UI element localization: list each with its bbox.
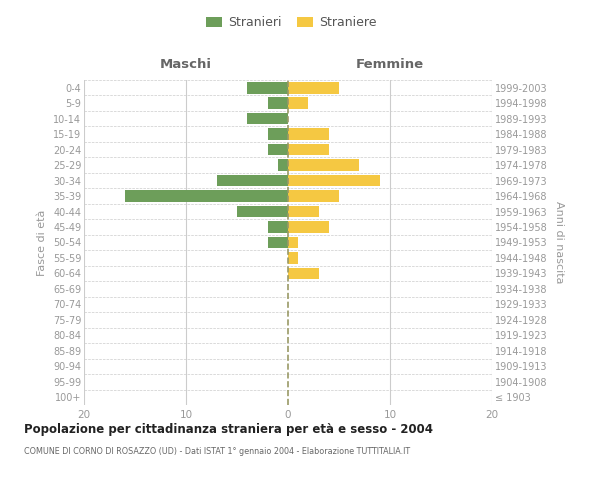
Legend: Stranieri, Straniere: Stranieri, Straniere: [203, 14, 379, 32]
Bar: [268, 98, 288, 109]
Bar: [268, 221, 288, 233]
Y-axis label: Fasce di età: Fasce di età: [37, 210, 47, 276]
Bar: [278, 160, 288, 171]
Bar: [288, 206, 319, 218]
Bar: [268, 128, 288, 140]
Bar: [288, 252, 298, 264]
Text: Popolazione per cittadinanza straniera per età e sesso - 2004: Popolazione per cittadinanza straniera p…: [24, 422, 433, 436]
Bar: [237, 206, 288, 218]
Bar: [288, 82, 339, 94]
Bar: [288, 190, 339, 202]
Bar: [247, 82, 288, 94]
Bar: [247, 113, 288, 124]
Bar: [268, 144, 288, 156]
Bar: [288, 268, 319, 280]
Text: Femmine: Femmine: [356, 58, 424, 70]
Bar: [268, 236, 288, 248]
Text: COMUNE DI CORNO DI ROSAZZO (UD) - Dati ISTAT 1° gennaio 2004 - Elaborazione TUTT: COMUNE DI CORNO DI ROSAZZO (UD) - Dati I…: [24, 448, 410, 456]
Bar: [288, 98, 308, 109]
Bar: [217, 175, 288, 186]
Bar: [288, 221, 329, 233]
Bar: [288, 144, 329, 156]
Bar: [288, 128, 329, 140]
Bar: [125, 190, 288, 202]
Bar: [288, 160, 359, 171]
Bar: [288, 236, 298, 248]
Bar: [288, 175, 380, 186]
Text: Maschi: Maschi: [160, 58, 212, 70]
Y-axis label: Anni di nascita: Anni di nascita: [554, 201, 564, 284]
